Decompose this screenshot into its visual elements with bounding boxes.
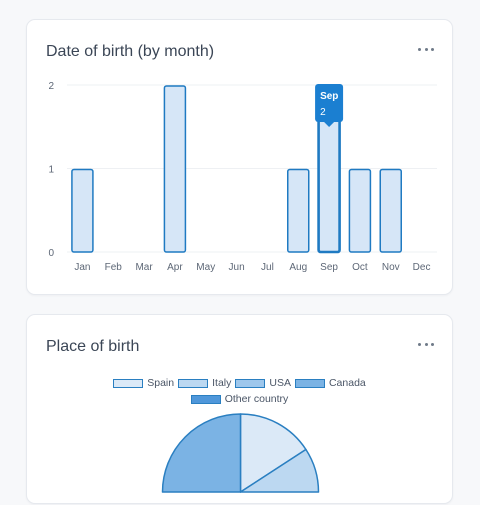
more-options-icon[interactable] (418, 339, 434, 349)
bar-tooltip: Sep 2 (315, 84, 344, 127)
bar-nov[interactable] (379, 168, 402, 253)
x-tick-label: Aug (289, 262, 307, 273)
legend-label: Spain (147, 377, 175, 389)
legend-item-usa[interactable]: USA (235, 377, 291, 389)
x-tick-label: Sep (320, 262, 338, 273)
bar-aug[interactable] (287, 168, 310, 253)
x-tick-label: Apr (167, 262, 183, 273)
legend-label: Italy (212, 377, 232, 389)
legend-row: Other country (27, 393, 452, 405)
y-tick-label: 1 (48, 165, 54, 176)
legend-row: Spain Italy USA Canada (27, 377, 452, 389)
x-tick-label: Feb (105, 262, 123, 273)
x-tick-label: Nov (382, 262, 400, 273)
legend-swatch (294, 378, 325, 388)
legend-item-canada[interactable]: Canada (294, 377, 366, 389)
legend-swatch (235, 378, 266, 388)
legend-label: Canada (328, 377, 366, 389)
x-tick-label: Oct (352, 262, 368, 273)
bar-oct[interactable] (348, 168, 372, 253)
x-tick-label: May (196, 262, 215, 273)
tooltip-month: Sep (320, 91, 338, 102)
tooltip-value: 2 (320, 107, 326, 118)
legend-item-spain[interactable]: Spain (113, 377, 174, 389)
place-of-birth-card: Place of birth Spain Italy USA Canada Other … (26, 314, 453, 504)
y-tick-label: 2 (48, 81, 54, 92)
bar-jan[interactable] (71, 168, 94, 253)
x-tick-label: Jun (229, 262, 245, 273)
x-tick-label: Jul (261, 262, 274, 273)
card-title: Date of birth (by month) (46, 43, 215, 60)
month-bar-chart: 0 1 2 Jan Feb Mar Apr May Jun Jul Aug Sep Oct Nov Dec S… (48, 81, 437, 273)
legend-swatch (113, 378, 144, 388)
legend-label: USA (269, 377, 291, 389)
date-of-birth-card: Date of birth (by month) 0 1 2 Jan Feb Mar Apr… (26, 19, 453, 295)
y-tick-label: 0 (48, 248, 54, 259)
legend-swatch (178, 378, 209, 388)
legend-item-other-country[interactable]: Other country (190, 393, 289, 405)
legend-item-italy[interactable]: Italy (178, 377, 231, 389)
place-pie-chart (161, 413, 320, 493)
card-title: Place of birth (46, 338, 140, 355)
x-tick-label: Dec (413, 262, 431, 273)
bar-apr[interactable] (163, 85, 187, 253)
x-tick-label: Mar (135, 262, 153, 273)
legend-swatch (190, 394, 221, 404)
pie-slice-spain[interactable] (239, 413, 307, 493)
legend-label: Other country (224, 393, 289, 405)
x-tick-label: Jan (74, 262, 90, 273)
pie-slice-canada[interactable] (161, 413, 242, 493)
more-options-icon[interactable] (418, 44, 434, 54)
pie-legend: Spain Italy USA Canada Other country (27, 377, 452, 405)
